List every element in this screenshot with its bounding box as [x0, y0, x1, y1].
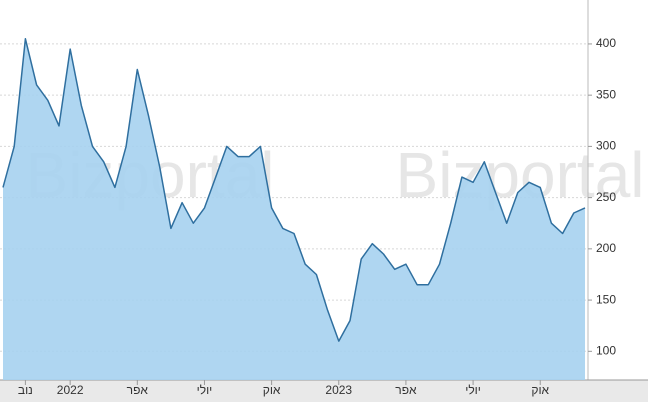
y-tick-label: 250 [596, 190, 616, 204]
x-tick-label: יולי [465, 383, 481, 397]
area [3, 38, 585, 381]
x-tick-label: נוב [18, 383, 33, 397]
y-tick-label: 350 [596, 87, 616, 101]
x-axis-band [0, 380, 648, 402]
x-tick-label: אפר [127, 383, 149, 397]
x-tick-label: 2022 [57, 383, 84, 397]
x-tick-label: יולי [197, 383, 213, 397]
x-tick-label: אוק [263, 383, 281, 397]
y-tick-label: 400 [596, 36, 616, 50]
x-tick-label: אפר [395, 383, 417, 397]
y-tick-label: 150 [596, 292, 616, 306]
y-tick-label: 100 [596, 343, 616, 357]
line [2, 38, 586, 342]
y-tick-label: 200 [596, 241, 616, 255]
y-tick-label: 300 [596, 139, 616, 153]
x-tick-label: 2023 [325, 383, 352, 397]
x-tick-label: אוק [531, 383, 549, 397]
